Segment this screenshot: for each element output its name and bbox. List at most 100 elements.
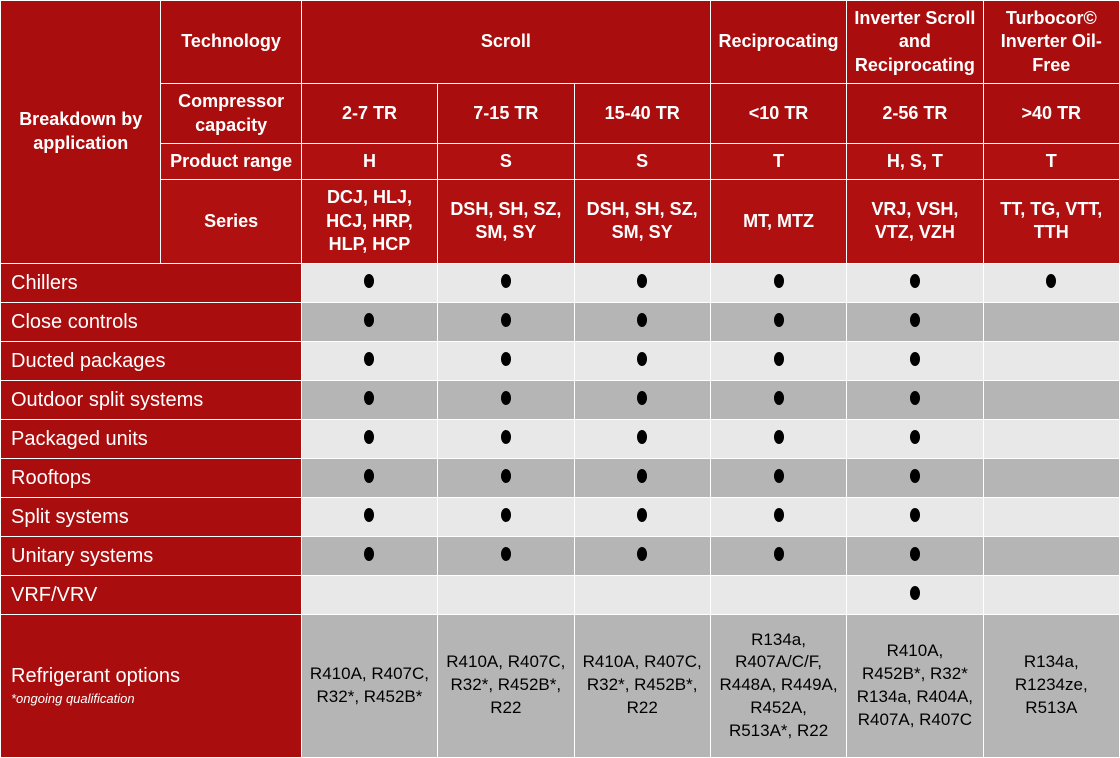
app-cell	[574, 341, 710, 380]
dot-icon	[637, 313, 647, 327]
header-row-range: Product range H S S T H, S, T T	[1, 143, 1120, 179]
dot-icon	[774, 430, 784, 444]
app-row: Chillers	[1, 263, 1120, 302]
app-cell	[847, 302, 983, 341]
app-cell	[710, 341, 846, 380]
app-row: Ducted packages	[1, 341, 1120, 380]
app-cell	[301, 497, 437, 536]
dot-icon	[364, 352, 374, 366]
dot-icon	[364, 391, 374, 405]
app-label: VRF/VRV	[1, 575, 302, 614]
dot-icon	[774, 391, 784, 405]
dot-icon	[774, 469, 784, 483]
range-2: S	[574, 143, 710, 179]
header-row-series: Series DCJ, HLJ, HCJ, HRP, HLP, HCP DSH,…	[1, 180, 1120, 263]
dot-icon	[501, 391, 511, 405]
app-row: Outdoor split systems	[1, 380, 1120, 419]
ref-3: R134a, R407A/C/F, R448A, R449A, R452A, R…	[710, 614, 846, 758]
dot-icon	[637, 547, 647, 561]
app-cell	[574, 536, 710, 575]
app-cell	[301, 380, 437, 419]
app-row: Rooftops	[1, 458, 1120, 497]
label-series: Series	[161, 180, 301, 263]
app-cell	[574, 419, 710, 458]
app-row: Unitary systems	[1, 536, 1120, 575]
app-cell	[847, 497, 983, 536]
dot-icon	[910, 547, 920, 561]
app-cell	[710, 575, 846, 614]
app-cell	[574, 380, 710, 419]
range-1: S	[438, 143, 574, 179]
dot-icon	[501, 313, 511, 327]
ref-5: R134a, R1234ze, R513A	[983, 614, 1119, 758]
dot-icon	[774, 508, 784, 522]
app-cell	[438, 419, 574, 458]
dot-icon	[910, 586, 920, 600]
app-label: Ducted packages	[1, 341, 302, 380]
dot-icon	[364, 469, 374, 483]
app-cell	[983, 536, 1119, 575]
tech-reciprocating: Reciprocating	[710, 1, 846, 84]
cap-5: >40 TR	[983, 84, 1119, 144]
dot-icon	[501, 430, 511, 444]
range-0: H	[301, 143, 437, 179]
app-label: Packaged units	[1, 419, 302, 458]
dot-icon	[910, 430, 920, 444]
app-cell	[983, 380, 1119, 419]
dot-icon	[910, 313, 920, 327]
dot-icon	[774, 313, 784, 327]
refrigerant-footnote: *ongoing qualification	[11, 691, 297, 708]
series-0: DCJ, HLJ, HCJ, HRP, HLP, HCP	[301, 180, 437, 263]
dot-icon	[1046, 274, 1056, 288]
app-cell	[847, 341, 983, 380]
app-cell	[983, 341, 1119, 380]
dot-icon	[910, 469, 920, 483]
dot-icon	[637, 469, 647, 483]
app-label: Unitary systems	[1, 536, 302, 575]
ref-1: R410A, R407C, R32*, R452B*, R22	[438, 614, 574, 758]
app-cell	[438, 341, 574, 380]
app-label: Outdoor split systems	[1, 380, 302, 419]
app-label: Chillers	[1, 263, 302, 302]
app-cell	[438, 263, 574, 302]
dot-icon	[637, 274, 647, 288]
label-technology: Technology	[161, 1, 301, 84]
app-cell	[983, 263, 1119, 302]
app-row: Close controls	[1, 302, 1120, 341]
ref-4: R410A, R452B*, R32* R134a, R404A, R407A,…	[847, 614, 983, 758]
app-row: VRF/VRV	[1, 575, 1120, 614]
app-cell	[438, 575, 574, 614]
app-cell	[301, 263, 437, 302]
app-cell	[710, 419, 846, 458]
app-cell	[847, 575, 983, 614]
app-cell	[983, 458, 1119, 497]
range-3: T	[710, 143, 846, 179]
dot-icon	[774, 274, 784, 288]
series-2: DSH, SH, SZ, SM, SY	[574, 180, 710, 263]
dot-icon	[910, 508, 920, 522]
dot-icon	[910, 391, 920, 405]
app-cell	[574, 575, 710, 614]
dot-icon	[364, 547, 374, 561]
app-cell	[983, 575, 1119, 614]
app-cell	[710, 536, 846, 575]
series-5: TT, TG, VTT, TTH	[983, 180, 1119, 263]
app-cell	[301, 575, 437, 614]
dot-icon	[637, 508, 647, 522]
ref-2: R410A, R407C, R32*, R452B*, R22	[574, 614, 710, 758]
app-row: Split systems	[1, 497, 1120, 536]
app-cell	[301, 341, 437, 380]
ref-0: R410A, R407C, R32*, R452B*	[301, 614, 437, 758]
series-1: DSH, SH, SZ, SM, SY	[438, 180, 574, 263]
cap-2: 15-40 TR	[574, 84, 710, 144]
app-cell	[847, 536, 983, 575]
app-label: Rooftops	[1, 458, 302, 497]
app-cell	[301, 458, 437, 497]
app-cell	[710, 263, 846, 302]
app-cell	[710, 458, 846, 497]
row-refrigerant: Refrigerant options *ongoing qualificati…	[1, 614, 1120, 758]
range-4: H, S, T	[847, 143, 983, 179]
label-capacity: Compressor capacity	[161, 84, 301, 144]
app-label: Split systems	[1, 497, 302, 536]
dot-icon	[501, 547, 511, 561]
